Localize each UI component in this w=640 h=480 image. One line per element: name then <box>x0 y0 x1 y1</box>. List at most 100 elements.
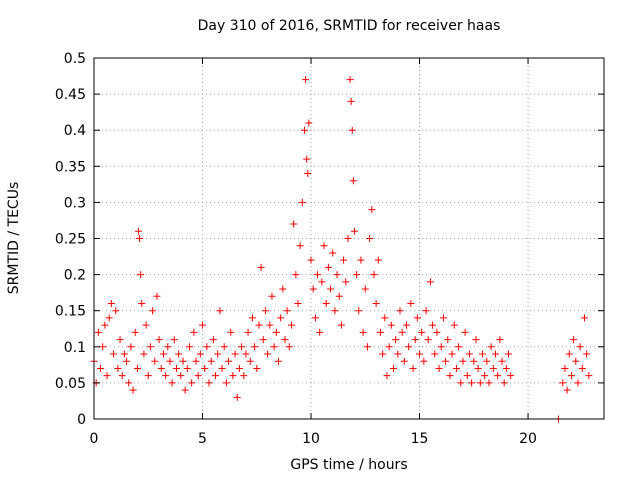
data-point <box>292 271 300 279</box>
data-point <box>279 285 287 293</box>
data-point <box>489 364 497 372</box>
data-point <box>133 364 141 372</box>
data-point <box>563 386 571 394</box>
data-point <box>149 307 157 315</box>
data-point <box>238 343 246 351</box>
data-point <box>207 357 215 365</box>
x-tick-label: 15 <box>411 431 429 447</box>
data-point <box>192 357 200 365</box>
data-point <box>403 321 411 329</box>
data-point <box>465 350 473 358</box>
data-point <box>461 328 469 336</box>
data-point <box>400 357 408 365</box>
data-point <box>411 336 419 344</box>
x-tick-label: 0 <box>90 431 99 447</box>
data-point <box>242 350 250 358</box>
data-point <box>578 364 586 372</box>
y-axis-label: SRMTID / TECUs <box>6 182 22 295</box>
data-point <box>481 372 489 380</box>
data-point <box>474 364 482 372</box>
data-point <box>194 372 202 380</box>
data-point <box>424 336 432 344</box>
data-point <box>379 350 387 358</box>
data-point <box>179 357 187 365</box>
data-point <box>422 307 430 315</box>
data-point <box>301 126 309 134</box>
data-point <box>337 321 345 329</box>
data-point <box>246 357 254 365</box>
data-point <box>483 357 491 365</box>
data-point <box>347 97 355 105</box>
data-point <box>344 235 352 242</box>
data-point <box>463 372 471 380</box>
data-point <box>99 343 107 351</box>
data-point <box>268 292 276 300</box>
data-point <box>420 357 428 365</box>
data-point <box>392 336 400 344</box>
y-tick-label: 0 <box>77 412 86 428</box>
data-point <box>188 379 196 387</box>
data-point <box>324 263 332 271</box>
data-point <box>385 343 393 351</box>
data-point <box>372 299 380 307</box>
data-point <box>123 357 131 365</box>
data-point <box>381 314 389 322</box>
data-point <box>227 328 235 336</box>
data-point <box>446 372 454 380</box>
data-point <box>318 278 326 286</box>
data-point <box>244 328 252 336</box>
data-point <box>494 372 502 380</box>
data-point <box>333 271 341 279</box>
data-point <box>576 343 584 351</box>
data-point <box>450 321 458 329</box>
data-point <box>146 343 154 351</box>
data-point <box>478 350 486 358</box>
data-point <box>496 336 504 344</box>
x-tick-label: 10 <box>302 431 320 447</box>
data-point <box>387 321 395 329</box>
data-point <box>290 220 298 228</box>
data-point <box>316 328 324 336</box>
data-point <box>140 350 148 358</box>
data-point <box>383 372 391 380</box>
data-point <box>216 307 224 315</box>
data-point <box>567 372 575 380</box>
data-point <box>491 350 499 358</box>
data-point <box>144 372 152 380</box>
data-point <box>376 328 384 336</box>
data-point <box>303 155 311 163</box>
data-point <box>502 364 510 372</box>
data-point <box>448 350 456 358</box>
data-point <box>394 350 402 358</box>
data-point <box>185 343 193 351</box>
data-point <box>125 379 133 387</box>
data-point <box>248 314 256 322</box>
data-point <box>296 242 304 250</box>
data-point <box>298 198 306 206</box>
data-point <box>353 271 361 279</box>
data-point <box>131 328 139 336</box>
data-point <box>155 336 163 344</box>
data-point <box>235 364 243 372</box>
data-point <box>487 343 495 351</box>
y-tick-label: 0.45 <box>55 87 86 103</box>
data-point <box>327 285 335 293</box>
y-tick-label: 0.15 <box>55 304 86 320</box>
data-point <box>416 350 424 358</box>
data-point <box>361 285 369 293</box>
y-tick-label: 0.05 <box>55 376 86 392</box>
y-tick-label: 0.25 <box>55 232 86 248</box>
data-point <box>389 364 397 372</box>
data-point <box>181 386 189 394</box>
data-point <box>585 372 593 380</box>
data-point <box>398 328 406 336</box>
data-point <box>307 256 315 264</box>
data-point <box>199 321 207 329</box>
data-point <box>457 379 465 387</box>
data-point <box>225 357 233 365</box>
data-point <box>476 379 484 387</box>
data-point <box>439 314 447 322</box>
data-point <box>500 379 508 387</box>
data-point <box>435 364 443 372</box>
